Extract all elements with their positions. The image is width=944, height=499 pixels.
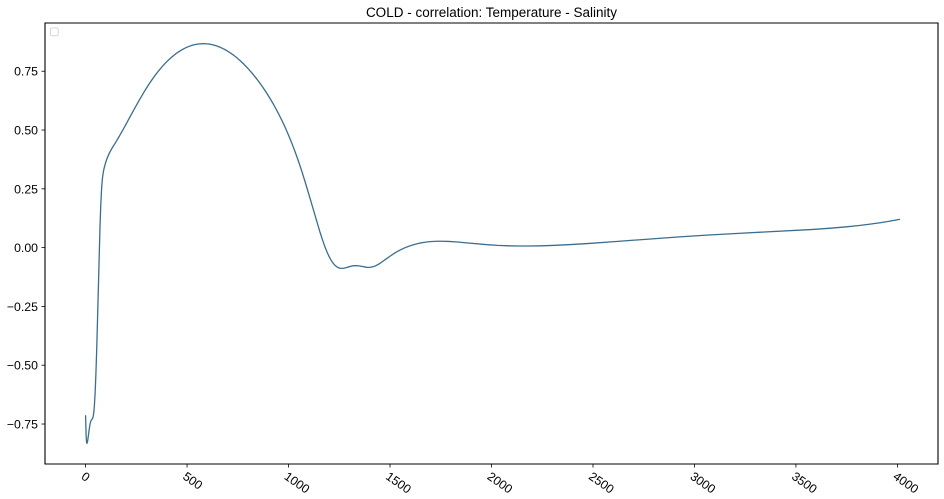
svg-text:COLD - correlation: Temperatur: COLD - correlation: Temperature - Salini… [366,5,617,20]
svg-text:−0.25: −0.25 [7,300,38,314]
svg-text:0.00: 0.00 [14,241,38,255]
svg-text:0.25: 0.25 [14,182,38,196]
svg-text:0.50: 0.50 [14,123,38,137]
svg-text:0.75: 0.75 [14,65,38,79]
svg-text:−0.50: −0.50 [7,359,38,373]
svg-text:−0.75: −0.75 [7,417,38,431]
